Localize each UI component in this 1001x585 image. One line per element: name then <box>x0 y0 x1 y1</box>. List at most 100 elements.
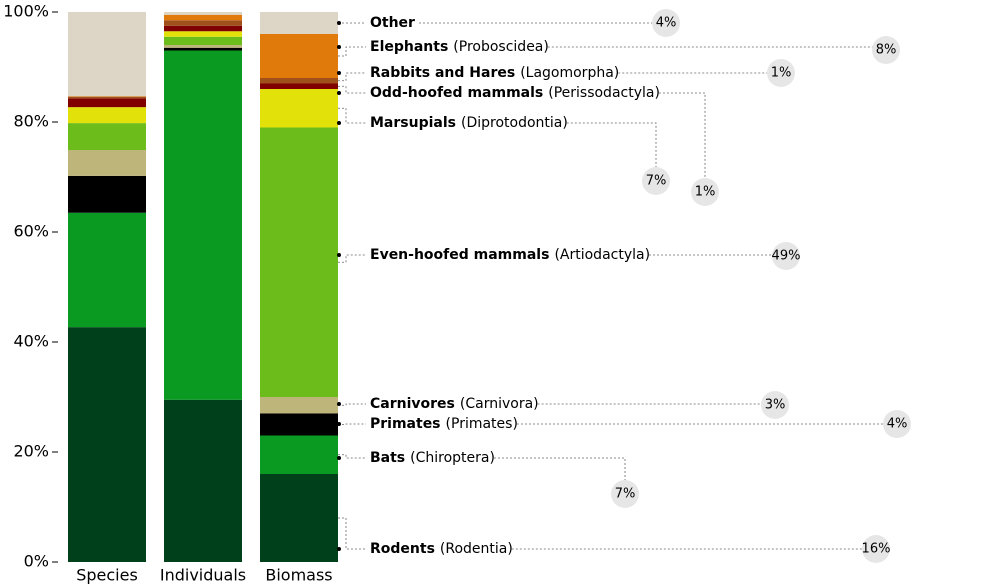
annotation-name: Rabbits and Hares <box>370 65 515 81</box>
annotation-label: Marsupials (Diprotodontia) <box>370 115 568 131</box>
annotation-latin: (Lagomorpha) <box>520 65 619 81</box>
leader-line <box>493 457 626 494</box>
value-badge <box>862 535 890 563</box>
value-label: 1% <box>771 66 792 81</box>
bar-segment <box>260 474 338 562</box>
annotation-name: Marsupials <box>370 115 456 131</box>
annotation-label: Other <box>370 15 415 31</box>
bar-segment <box>68 12 146 97</box>
leader-dot <box>337 547 341 551</box>
bar-segment <box>164 12 242 15</box>
annotation-name: Elephants <box>370 39 448 55</box>
bar-segment <box>68 107 146 124</box>
annotation-name: Other <box>370 15 415 31</box>
value-label: 1% <box>695 185 716 200</box>
value-badge <box>761 391 789 419</box>
value-label: 16% <box>862 542 891 557</box>
leader-line <box>338 85 366 94</box>
value-label: 4% <box>656 16 677 31</box>
value-badge <box>652 9 680 37</box>
leader-line <box>338 423 366 425</box>
annotation-name: Odd-hoofed mammals <box>370 85 543 101</box>
leader-line <box>547 46 887 50</box>
value-badge <box>872 36 900 64</box>
value-label: 7% <box>615 487 636 502</box>
y-tick-label: 100% <box>3 2 49 21</box>
x-tick-label: Species <box>76 566 138 585</box>
leader-dot <box>337 91 341 95</box>
value-label: 4% <box>887 417 908 432</box>
annotation-label: Elephants (Proboscidea) <box>370 39 549 55</box>
value-badge <box>642 167 670 195</box>
annotation-latin: (Proboscidea) <box>453 39 549 55</box>
leader-line <box>338 107 366 124</box>
bar-segment <box>164 36 242 45</box>
bar-segment <box>164 47 242 51</box>
value-badge <box>611 480 639 508</box>
bar-segment <box>164 25 242 32</box>
annotation-name: Carnivores <box>370 396 455 412</box>
bar-segment <box>260 34 338 78</box>
leader-line <box>649 254 787 256</box>
leader-line <box>658 92 706 192</box>
annotation-label: Primates (Primates) <box>370 416 518 432</box>
annotation-latin: (Diprotodontia) <box>461 115 568 131</box>
bar-segment <box>68 96 146 99</box>
value-label: 3% <box>765 398 786 413</box>
bar-segment <box>68 98 146 108</box>
y-tick-label: 40% <box>13 332 49 351</box>
bar-segment <box>260 397 338 414</box>
x-tick-label: Biomass <box>265 566 332 585</box>
y-tick-label: 0% <box>24 552 49 571</box>
annotation-label: Rabbits and Hares (Lagomorpha) <box>370 65 619 81</box>
bar-segment <box>164 50 242 400</box>
leader-line <box>338 254 366 263</box>
annotation-latin: (Artiodactyla) <box>554 247 650 263</box>
bar-segment <box>68 175 146 213</box>
leader-dot <box>337 21 341 25</box>
bar-segment <box>68 150 146 176</box>
leader-dot <box>337 253 341 257</box>
bar-segment <box>260 127 338 397</box>
leader-line <box>338 403 366 406</box>
annotation-label: Rodents (Rodentia) <box>370 541 513 557</box>
y-tick-label: 20% <box>13 442 49 461</box>
annotation-name: Even-hoofed mammals <box>370 247 549 263</box>
leader-line <box>566 122 657 181</box>
bar-segment <box>164 31 242 37</box>
annotation-label: Bats (Chiroptera) <box>370 450 495 466</box>
value-label: 8% <box>876 43 897 58</box>
bar-segment <box>68 327 146 562</box>
leader-line <box>537 403 776 405</box>
value-badge <box>883 410 911 438</box>
leader-dot <box>337 45 341 49</box>
bar-segment <box>164 45 242 48</box>
leader-line <box>338 46 366 57</box>
bar-segment <box>164 14 242 21</box>
leader-line <box>338 454 366 459</box>
y-tick-label: 80% <box>13 112 49 131</box>
bar-segment <box>68 212 146 328</box>
bar-segment <box>260 12 338 34</box>
bar-segment <box>164 20 242 26</box>
bar-segment <box>260 78 338 84</box>
bar-segment <box>260 83 338 89</box>
bar-segment <box>260 89 338 128</box>
bar-segment <box>68 96 146 97</box>
leader-dot <box>337 402 341 406</box>
annotation-latin: (Primates) <box>446 416 518 432</box>
x-tick-label: Individuals <box>160 566 246 585</box>
bar-segment <box>260 413 338 436</box>
value-badge <box>691 178 719 206</box>
annotation-label: Odd-hoofed mammals (Perissodactyla) <box>370 85 660 101</box>
leader-dot <box>337 456 341 460</box>
leader-dot <box>337 422 341 426</box>
value-badge <box>772 242 800 270</box>
leader-dot <box>337 71 341 75</box>
y-tick-label: 60% <box>13 222 49 241</box>
annotation-label: Even-hoofed mammals (Artiodactyla) <box>370 247 650 263</box>
value-label: 7% <box>646 174 667 189</box>
leader-line <box>338 517 366 550</box>
annotation-name: Rodents <box>370 541 435 557</box>
